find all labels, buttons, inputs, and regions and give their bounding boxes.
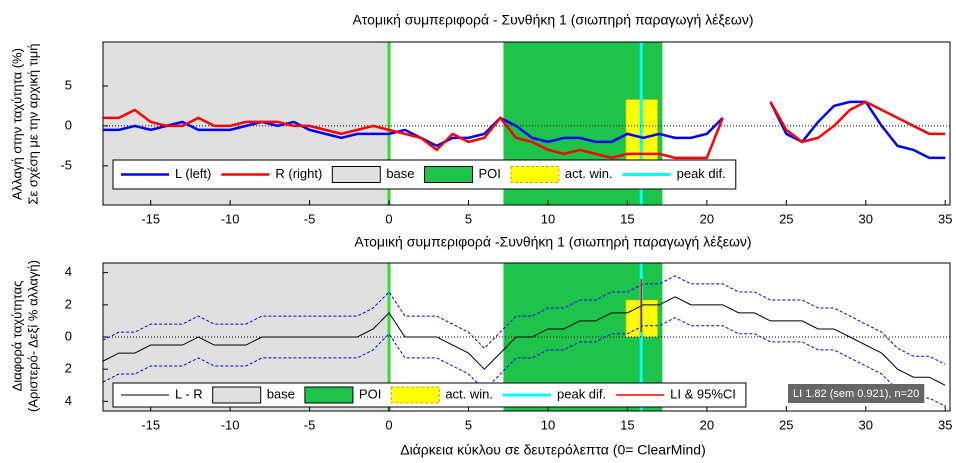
legend-label: L (left)	[175, 166, 211, 181]
y-tick-label: 0	[65, 117, 72, 132]
x-tick-label: 30	[859, 417, 873, 432]
x-tick-label: 35	[938, 211, 952, 226]
legend-label: peak dif.	[677, 166, 726, 181]
series-line	[102, 296, 946, 386]
x-tick-label: 35	[938, 417, 952, 432]
x-tick-label: 10	[541, 211, 555, 226]
y-tick-label: 2	[65, 296, 72, 311]
y-tick-label: 4	[65, 264, 72, 279]
x-tick-label: 25	[779, 417, 793, 432]
legend-swatch	[212, 386, 262, 404]
legend-label: base	[267, 386, 295, 401]
x-tick-label: -5	[304, 417, 316, 432]
y-axis-label: Σε σχέση με την αρχική τιμή	[25, 43, 40, 204]
legend-label: L - R	[175, 386, 203, 401]
legend-label: base	[386, 166, 414, 181]
y-tick-label: -5	[60, 157, 72, 172]
legend-label: R (right)	[275, 166, 322, 181]
legend-label: act. win.	[445, 386, 493, 401]
y-tick-label: 0	[65, 328, 72, 343]
x-tick-label: -10	[221, 417, 240, 432]
series-line	[102, 317, 946, 407]
chart-title: Ατομική συμπεριφορά -Συνθήκη 1 (σιωπηρή …	[354, 234, 751, 250]
legend-label: act. win.	[565, 166, 613, 181]
y-tick-label: 5	[65, 77, 72, 92]
x-tick-label: -10	[221, 211, 240, 226]
series-line	[103, 116, 724, 148]
x-tick-label: 5	[465, 211, 472, 226]
y-tick-label: 2	[65, 361, 72, 376]
x-tick-label: -5	[304, 211, 316, 226]
x-tick-label: -15	[141, 211, 160, 226]
x-tick-label: 10	[541, 417, 555, 432]
y-tick-label: 4	[65, 393, 72, 408]
series-line	[102, 275, 946, 365]
chart-title: Ατομική συμπεριφορά - Συνθήκη 1 (σιωπηρή…	[352, 12, 753, 28]
series-line	[769, 100, 946, 144]
axes-frame	[102, 41, 951, 206]
legend-swatch	[304, 386, 354, 404]
y-axis-label: (Αριστερό- Δεξί % αλλαγή)	[25, 260, 40, 412]
x-tick-label: 0	[385, 417, 392, 432]
x-tick-label: 5	[465, 417, 472, 432]
x-tick-label: -15	[141, 417, 160, 432]
series-line	[103, 108, 724, 160]
legend-swatch	[331, 166, 381, 183]
legend-label: POI	[479, 166, 501, 181]
x-axis-label: Διάρκεια κύκλου σε δευτερόλεπτα (0= Clea…	[400, 442, 706, 458]
legend-label: peak dif.	[557, 386, 606, 401]
x-tick-label: 20	[700, 417, 714, 432]
x-tick-label: 15	[620, 417, 634, 432]
legend-label: LI & 95%CI	[670, 386, 736, 401]
y-axis-label: Αλλαγή στην ταχύτητα (%)	[9, 48, 24, 200]
x-tick-label: 25	[779, 211, 793, 226]
x-tick-label: 20	[700, 211, 714, 226]
legend-swatch	[390, 386, 440, 404]
legend-label: POI	[359, 386, 381, 401]
legend-swatch	[424, 166, 474, 183]
legend-swatch	[510, 166, 560, 183]
x-tick-label: 30	[859, 211, 873, 226]
annotation: LI 1.82 (sem 0.921), n=20	[793, 388, 919, 400]
y-axis-label: Διαφορά ταχύτητας	[9, 281, 24, 392]
x-tick-label: 0	[385, 211, 392, 226]
annotation-box	[788, 384, 925, 403]
x-tick-label: 15	[620, 211, 634, 226]
